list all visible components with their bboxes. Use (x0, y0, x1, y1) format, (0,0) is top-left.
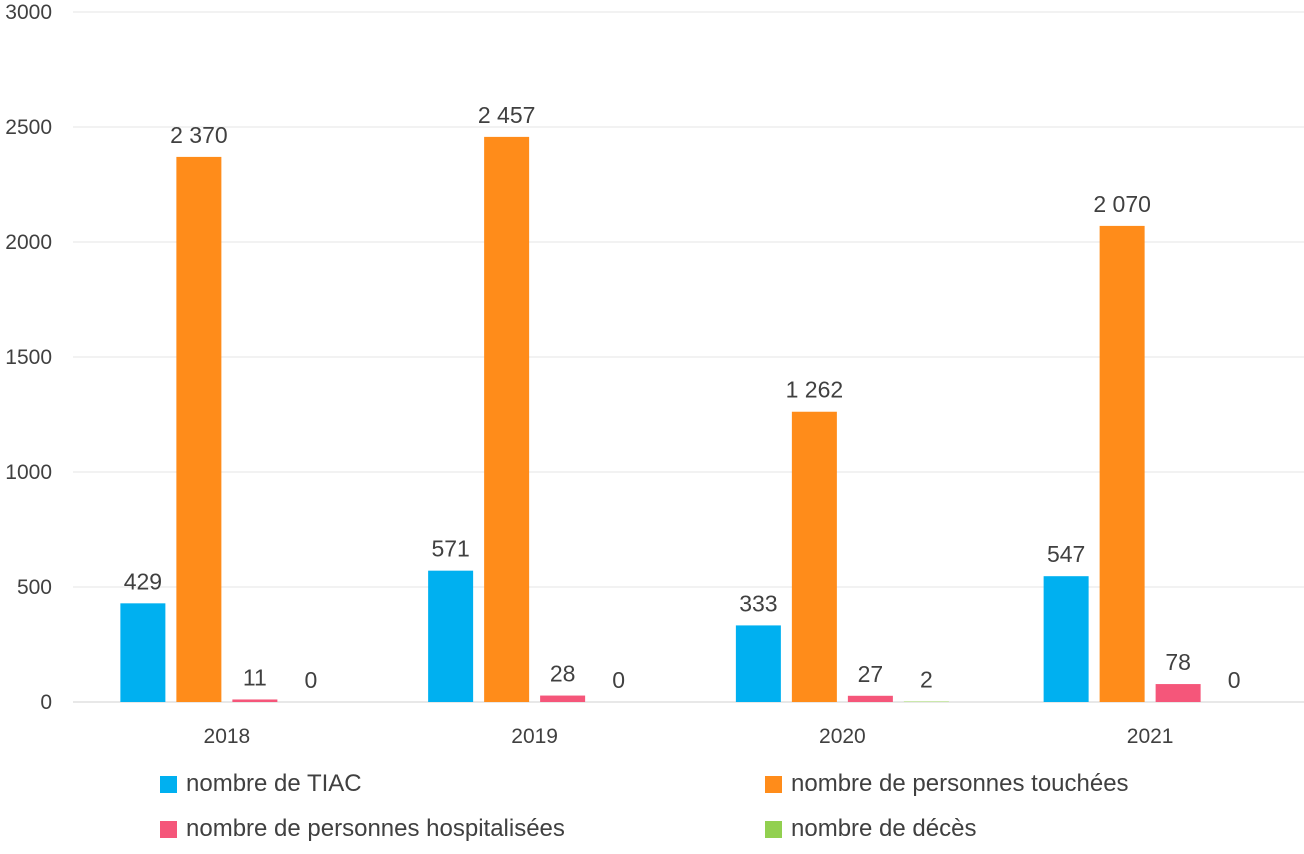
data-label: 11 (243, 664, 267, 690)
data-label: 2 370 (170, 122, 228, 148)
bar-2018-series-0 (120, 603, 166, 702)
data-label: 429 (124, 568, 162, 594)
bar-2020-series-0 (735, 625, 781, 702)
bar-2019-series-0 (428, 570, 474, 702)
y-tick-label: 1500 (5, 346, 52, 369)
data-label: 571 (431, 536, 469, 562)
y-tick-label: 0 (40, 691, 52, 714)
data-labels: 429 2 370 11 0 571 2 457 28 0 333 1 262 27 2 547 2 07… (124, 102, 1241, 693)
data-label: 2 070 (1093, 191, 1151, 217)
y-axis: 0 500 1000 1500 2000 2500 3000 (5, 1, 52, 714)
bar-2019-series-2 (540, 695, 586, 702)
x-tick-label: 2020 (819, 725, 866, 748)
bars (120, 136, 1201, 702)
bar-2020-series-1 (791, 411, 837, 702)
bar-2018-series-1 (176, 156, 222, 702)
y-tick-label: 1000 (5, 461, 52, 484)
bar-2018-series-2 (232, 699, 278, 702)
data-label: 2 457 (478, 102, 536, 128)
x-tick-label: 2019 (511, 725, 558, 748)
data-label: 0 (612, 667, 625, 693)
y-tick-label: 3000 (5, 1, 52, 24)
data-label: 0 (1228, 667, 1241, 693)
x-axis: 2018 2019 2020 2021 (204, 725, 1174, 748)
data-label: 28 (550, 661, 576, 687)
bar-2021-series-2 (1155, 684, 1201, 702)
data-label: 0 (304, 667, 317, 693)
data-label: 333 (739, 590, 777, 616)
data-label: 78 (1165, 649, 1191, 675)
bar-2021-series-1 (1099, 225, 1145, 702)
bar-2021-series-0 (1043, 576, 1089, 702)
x-tick-label: 2018 (204, 725, 251, 748)
gridlines (73, 11, 1304, 703)
y-tick-label: 2500 (5, 116, 52, 139)
data-label: 1 262 (786, 377, 844, 403)
data-label: 547 (1047, 541, 1085, 567)
data-label: 2 (920, 667, 933, 693)
x-tick-label: 2021 (1127, 725, 1174, 748)
y-tick-label: 2000 (5, 231, 52, 254)
data-label: 27 (858, 661, 884, 687)
bar-2020-series-2 (847, 695, 893, 702)
y-tick-label: 500 (17, 576, 52, 599)
bar-2019-series-1 (484, 136, 530, 702)
